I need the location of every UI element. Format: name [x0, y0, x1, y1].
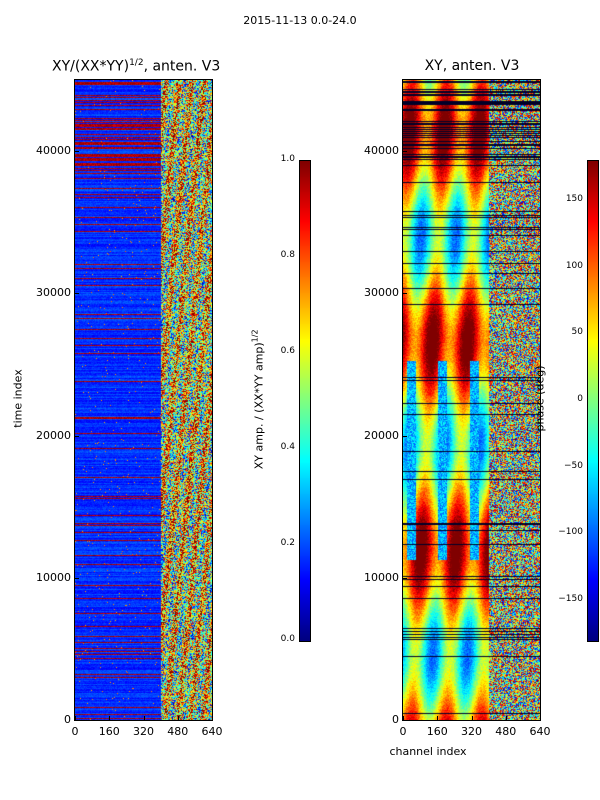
left-y-tick-0: 0	[64, 713, 71, 726]
left-x-tick-2: 320	[133, 725, 154, 738]
right-cb-tick-0: 150	[565, 194, 583, 204]
right-colorbar-label: phase (deg)	[533, 365, 547, 432]
left-y-tick-2: 20000	[36, 428, 71, 442]
left-y-tickmark-0	[75, 720, 79, 721]
right-x-tickmark-0	[403, 716, 404, 720]
right-x-tickmark-1	[437, 716, 439, 720]
right-y-tickmark-3	[403, 293, 407, 295]
left-y-tickmark-3	[75, 293, 79, 295]
right-heatmap	[403, 80, 540, 720]
right-xlabel: channel index	[389, 745, 467, 758]
right-y-tickmark-1	[403, 577, 407, 579]
left-y-tick-3: 30000	[36, 286, 71, 300]
left-y-tick-4: 40000	[36, 144, 71, 158]
left-cb-tick-3: 0.4	[280, 442, 295, 452]
left-x-tickmark-4	[212, 716, 213, 720]
left-plot-title: XY/(XX*YY)1/2, anten. V3	[52, 58, 220, 75]
right-cb-tick-4: −50	[564, 460, 583, 471]
right-y-tick-3: 30000	[364, 286, 399, 300]
left-cb-tick-4: 0.2	[280, 538, 295, 548]
left-x-tickmark-3	[177, 716, 179, 720]
left-y-tickmark-2	[75, 435, 79, 437]
right-cb-tick-1: 100	[565, 260, 583, 271]
left-x-tick-0: 0	[71, 725, 79, 738]
left-x-tickmark-1	[109, 716, 111, 720]
right-x-tick-3: 480	[495, 725, 517, 738]
right-cb-tick-5: −100	[558, 527, 583, 538]
right-y-tick-0: 0	[392, 713, 399, 726]
left-x-tickmark-0	[75, 716, 76, 720]
left-cb-tick-0: 1.0	[280, 154, 295, 164]
right-cb-tick-3: 0	[577, 394, 583, 404]
left-cb-tick-1: 0.8	[280, 250, 295, 260]
figure-suptitle: 2015-11-13 0.0-24.0	[243, 14, 357, 27]
right-y-tickmark-0	[403, 720, 407, 721]
left-x-tick-4: 640	[201, 725, 223, 738]
right-y-tickmark-4	[403, 151, 407, 153]
left-y-tickmark-4	[75, 151, 79, 153]
left-title-sup: 1/2	[129, 58, 144, 68]
right-y-tick-2: 20000	[364, 428, 399, 442]
right-cb-tick-2: 50	[571, 327, 583, 338]
left-x-tick-3: 480	[167, 725, 189, 738]
left-x-tickmark-2	[143, 716, 145, 720]
left-cb-tick-2: 0.6	[280, 346, 295, 356]
left-cb-tick-5: 0.0	[280, 634, 295, 644]
right-x-tick-2: 320	[461, 725, 482, 738]
left-colorbar-label: XY amp. / (XX*YY amp)1/2	[251, 279, 266, 519]
left-x-tick-1: 160	[98, 725, 120, 738]
right-x-tick-4: 640	[529, 725, 551, 738]
right-x-tickmark-4	[540, 716, 541, 720]
left-heatmap	[75, 80, 212, 720]
right-x-tickmark-3	[505, 716, 507, 720]
right-colorbar	[587, 160, 599, 642]
left-y-tick-1: 10000	[36, 570, 71, 584]
left-colorbar-label-main: XY amp. / (XX*YY amp)	[252, 342, 266, 470]
right-y-tick-1: 10000	[364, 570, 399, 584]
right-x-tick-1: 160	[426, 725, 448, 738]
left-colorbar-label-sup: 1/2	[250, 329, 260, 343]
right-x-tick-0: 0	[399, 725, 407, 738]
right-x-tickmark-2	[471, 716, 473, 720]
right-cb-tick-6: −150	[558, 594, 583, 604]
left-ylabel: time index	[11, 369, 25, 428]
right-y-tickmark-2	[403, 435, 407, 437]
left-title-main: XY/(XX*YY)	[52, 58, 130, 75]
right-y-tick-4: 40000	[364, 144, 399, 158]
left-y-tickmark-1	[75, 577, 79, 579]
right-plot-title: XY, anten. V3	[424, 58, 520, 74]
left-colorbar	[299, 160, 311, 642]
left-title-tail: , anten. V3	[143, 58, 221, 75]
